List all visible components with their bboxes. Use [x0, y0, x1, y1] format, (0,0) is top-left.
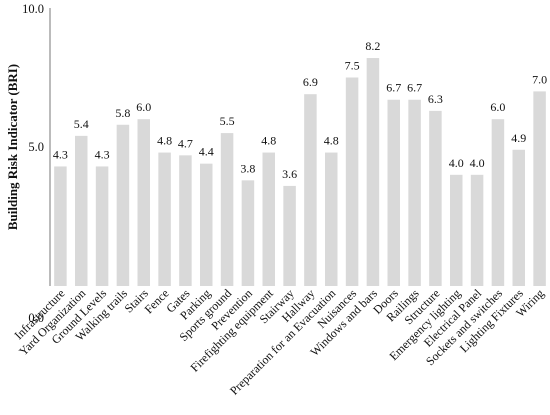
data-label: 4.4 [199, 145, 214, 159]
data-labels: 4.3 5.4 4.3 5.8 6.0 4.8 4.7 4.4 5.5 3.8 4.8 3.6 6.9 4… [53, 39, 547, 181]
y-tick-label: 5.0 [28, 140, 44, 154]
data-label: 7.5 [345, 59, 360, 73]
data-label: 6.0 [490, 100, 505, 114]
y-axis-label: Building Risk Indicator (BRI) [5, 64, 20, 230]
data-label: 6.7 [386, 81, 401, 95]
data-label: 8.2 [365, 39, 380, 53]
data-label: 4.8 [157, 134, 172, 148]
data-label: 4.8 [324, 134, 339, 148]
bar [387, 99, 400, 287]
bar [75, 135, 88, 286]
bar [54, 166, 67, 286]
data-label: 4.0 [449, 156, 464, 170]
data-label: 4.8 [261, 134, 276, 148]
data-label: 4.0 [470, 156, 485, 170]
bar [179, 155, 192, 286]
data-label: 4.7 [178, 136, 193, 150]
data-label: 7.0 [532, 72, 547, 86]
y-tick-label: 10.0 [22, 2, 44, 16]
data-label: 6.3 [428, 92, 443, 106]
bar [366, 58, 380, 286]
data-label: 5.4 [74, 117, 89, 131]
data-label: 5.5 [220, 114, 235, 128]
data-label: 4.3 [95, 147, 110, 161]
bar [429, 110, 442, 286]
data-label: 3.8 [240, 161, 255, 175]
bar [304, 94, 317, 287]
bar [241, 180, 255, 286]
data-label: 6.7 [407, 81, 422, 95]
bar [220, 133, 234, 286]
bar [283, 185, 296, 286]
data-label: 6.0 [136, 100, 151, 114]
bars [54, 58, 546, 287]
bar [325, 152, 338, 286]
bar [533, 91, 546, 287]
y-tick-label: 0.0 [28, 311, 44, 325]
bar [470, 174, 484, 286]
bar [158, 152, 171, 286]
data-label: 5.8 [115, 106, 130, 120]
bar [491, 119, 505, 286]
bar [345, 77, 359, 286]
data-label: 3.6 [282, 167, 297, 181]
data-label: 4.9 [511, 131, 526, 145]
bar [450, 174, 463, 286]
bar [116, 124, 130, 286]
y-tick-labels: 0.0 5.0 10.0 [22, 2, 44, 325]
data-label: 6.9 [303, 75, 318, 89]
bar [512, 149, 525, 286]
bar [200, 163, 213, 286]
bar [95, 166, 109, 286]
bar [408, 99, 421, 287]
data-label: 4.3 [53, 147, 68, 161]
bar [262, 152, 275, 286]
bar [137, 119, 150, 286]
